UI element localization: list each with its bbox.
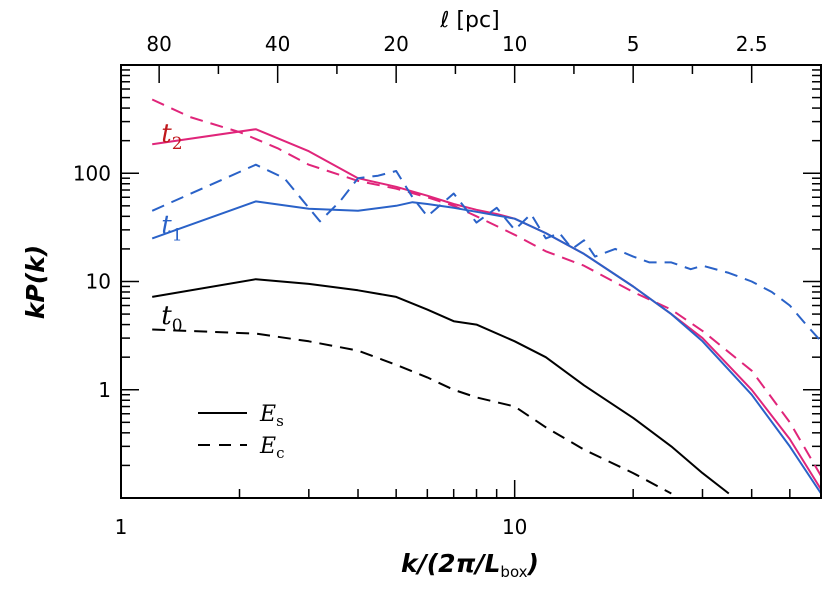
x-tick-label: 1 [115,515,128,539]
top-tick-label: 2.5 [736,32,768,56]
series-t0-ec [152,328,672,495]
top-axis-title: ℓ [pc] [439,8,499,33]
series-group [151,98,821,495]
curve-labels: t2 t1 t0 [161,119,182,336]
legend-label-es: Es [259,402,284,430]
series-t1-ec [151,163,821,342]
plot-frame [120,64,822,499]
legend-label-ec: Ec [259,434,284,462]
axis-ticks [120,65,822,499]
top-tick-label: 40 [265,32,290,56]
curve-label-t0: t0 [161,301,182,336]
series-t2-es [152,128,821,490]
top-tick-label: 20 [383,32,408,56]
curve-label-t1: t1 [161,210,182,245]
x-tick-label: 10 [502,515,527,539]
y-tick-label: 100 [73,161,111,185]
y-tick-label: 10 [86,270,111,294]
y-axis-title: kP(k) [21,245,50,319]
series-t2-ec [151,98,821,477]
curve-label-t2: t2 [161,119,182,154]
y-tick-label: 1 [98,378,111,402]
series-t1-es [151,200,821,495]
axis-labels: 1 10 1 10 100 80 40 20 10 5 2.5 [73,32,768,539]
series-t0-es [152,278,730,495]
x-axis-title: k/(2π/Lbox) [401,549,539,581]
top-tick-label: 10 [502,32,527,56]
top-tick-label: 5 [627,32,640,56]
legend: Es Ec [198,402,284,462]
top-tick-label: 80 [146,32,171,56]
